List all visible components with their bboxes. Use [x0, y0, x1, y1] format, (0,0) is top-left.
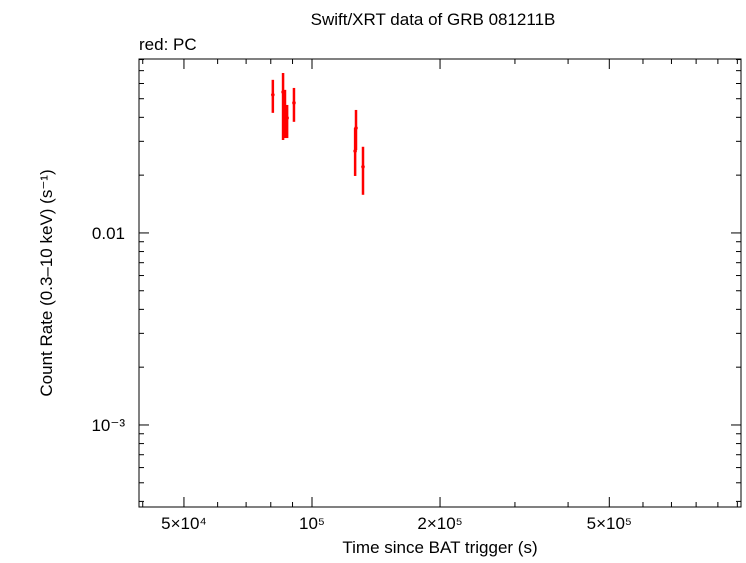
data-point: [361, 165, 365, 169]
y-axis-title: Count Rate (0.3–10 keV) (s⁻¹): [37, 169, 56, 396]
data-point: [353, 149, 357, 153]
chart-title: Swift/XRT data of GRB 081211B: [311, 10, 556, 29]
data-point: [354, 126, 358, 130]
x-tick-label: 10⁵: [299, 514, 325, 533]
y-tick-label: 10⁻³: [91, 416, 125, 435]
plot-frame: [138, 58, 742, 508]
x-axis-title: Time since BAT trigger (s): [342, 538, 537, 557]
x-tick-label: 5×10⁴: [161, 514, 207, 533]
x-tick-label: 5×10⁵: [587, 514, 632, 533]
data-point: [292, 101, 296, 105]
data-point: [271, 93, 275, 97]
y-tick-label: 0.01: [92, 224, 125, 243]
data-point: [285, 116, 289, 120]
x-tick-label: 2×10⁵: [417, 514, 462, 533]
subtitle: red: PC: [139, 35, 197, 54]
